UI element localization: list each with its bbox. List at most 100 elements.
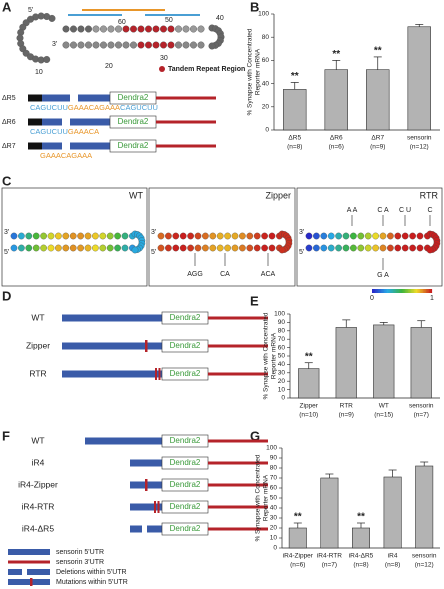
error-bar — [293, 522, 302, 528]
nucleotide — [144, 41, 152, 49]
y-axis-label: % Synapse with Concentrated — [255, 454, 262, 541]
error-bar — [373, 56, 382, 70]
nucleotide — [246, 232, 254, 240]
nucleotide — [401, 244, 409, 252]
scale-step — [423, 289, 425, 293]
scale-step — [420, 289, 422, 293]
utr-segment — [28, 142, 42, 150]
nucleotide — [25, 232, 33, 240]
position-label: 10 — [35, 69, 43, 76]
y-axis-label: % Synapse with Concentrated — [263, 312, 270, 399]
nucleotide — [239, 232, 246, 240]
legend-swatch — [8, 549, 50, 555]
scale-step — [414, 289, 416, 293]
utr-3 — [208, 439, 268, 443]
y-axis-label: Reporter mRNA — [271, 332, 278, 379]
mutation-mark — [145, 340, 148, 352]
x-tick-label: ΔR7 — [371, 135, 384, 142]
strand-end: 3' — [299, 229, 304, 236]
y-tick-label: 80 — [270, 465, 278, 472]
nucleotide — [32, 244, 40, 252]
mutation-mark — [145, 479, 148, 491]
sample-size: (n=8) — [385, 562, 400, 569]
significance: ** — [357, 512, 365, 523]
y-tick-label: 60 — [262, 57, 270, 64]
scale-step — [412, 289, 415, 293]
nucleotide — [253, 232, 261, 240]
nucleotide — [364, 232, 372, 240]
nucleotide — [99, 244, 107, 252]
utr-3 — [208, 316, 268, 320]
sample-size: (n=8) — [353, 562, 368, 569]
nucleotide — [121, 232, 129, 240]
utr-3 — [208, 461, 268, 465]
error-bar — [290, 82, 299, 90]
nucleotide — [208, 42, 216, 50]
y-tick-label: 40 — [270, 505, 278, 512]
nucleotide — [320, 232, 328, 240]
panel-label: E — [250, 293, 259, 308]
x-tick-label: WT — [379, 403, 389, 410]
structure-name: WT — [129, 190, 143, 200]
nucleotide — [202, 244, 209, 252]
sequence: CAGUCUUGAAACAGAAACAGUCUU — [30, 103, 158, 112]
reporter-label: Dendra2 — [118, 93, 149, 102]
legend-swatch — [8, 569, 22, 575]
reporter-label: Dendra2 — [170, 436, 201, 445]
y-tick-label: 50 — [278, 353, 286, 360]
scale-step — [403, 289, 406, 293]
nucleotide — [350, 244, 357, 252]
nucleotide — [313, 232, 320, 240]
panel-label: D — [2, 288, 11, 303]
sequence-part: CAGUCUU — [30, 103, 68, 112]
utr-segment — [28, 94, 42, 102]
nucleotide — [114, 41, 122, 49]
sample-size: (n=10) — [299, 412, 318, 419]
scale-step — [415, 289, 418, 293]
scale-step — [385, 289, 388, 293]
nucleotide — [137, 41, 145, 49]
nucleotide — [350, 232, 357, 240]
reporter-label: Dendra2 — [170, 502, 201, 511]
utr-segment — [42, 142, 62, 150]
scale-step — [424, 289, 427, 293]
utr-3 — [156, 144, 216, 148]
utr-segment — [42, 94, 70, 102]
nucleotide — [209, 244, 217, 252]
y-axis-label: Reporter mRNA — [255, 48, 262, 95]
position-label: 40 — [216, 15, 224, 22]
scale-step — [417, 289, 419, 293]
legend-swatch — [8, 579, 50, 585]
y-tick-label: 0 — [273, 545, 277, 552]
mutation-mark — [154, 501, 156, 513]
y-tick-label: 20 — [262, 104, 270, 111]
mutation: AGG — [187, 271, 203, 278]
bar — [320, 477, 339, 549]
nucleotide — [99, 25, 107, 33]
nucleotide — [364, 244, 372, 252]
y-tick-label: 40 — [262, 80, 270, 87]
sequence-part: GAAACAGAAA — [68, 103, 120, 112]
scale-step — [427, 289, 430, 293]
nucleotide — [107, 41, 115, 49]
legend-text: Tandem Repeat Region — [168, 66, 245, 73]
bar — [415, 465, 434, 549]
nucleotide — [99, 232, 107, 240]
nucleotide — [401, 232, 409, 240]
strand-end: 3' — [4, 229, 9, 236]
panel-label: C — [2, 173, 12, 188]
error-bar — [420, 461, 429, 466]
y-tick-label: 70 — [270, 475, 278, 482]
nucleotide — [224, 244, 231, 252]
nucleotide — [239, 244, 246, 252]
nucleotide — [189, 41, 197, 49]
utr-segment — [78, 94, 110, 102]
nucleotide — [18, 232, 25, 240]
nucleotide — [18, 244, 25, 252]
position-label: 20 — [105, 63, 113, 70]
nucleotide — [92, 41, 100, 49]
mutation-mark — [155, 368, 157, 380]
nucleotide — [92, 25, 100, 33]
bar — [335, 327, 357, 399]
nucleotide — [342, 244, 350, 252]
